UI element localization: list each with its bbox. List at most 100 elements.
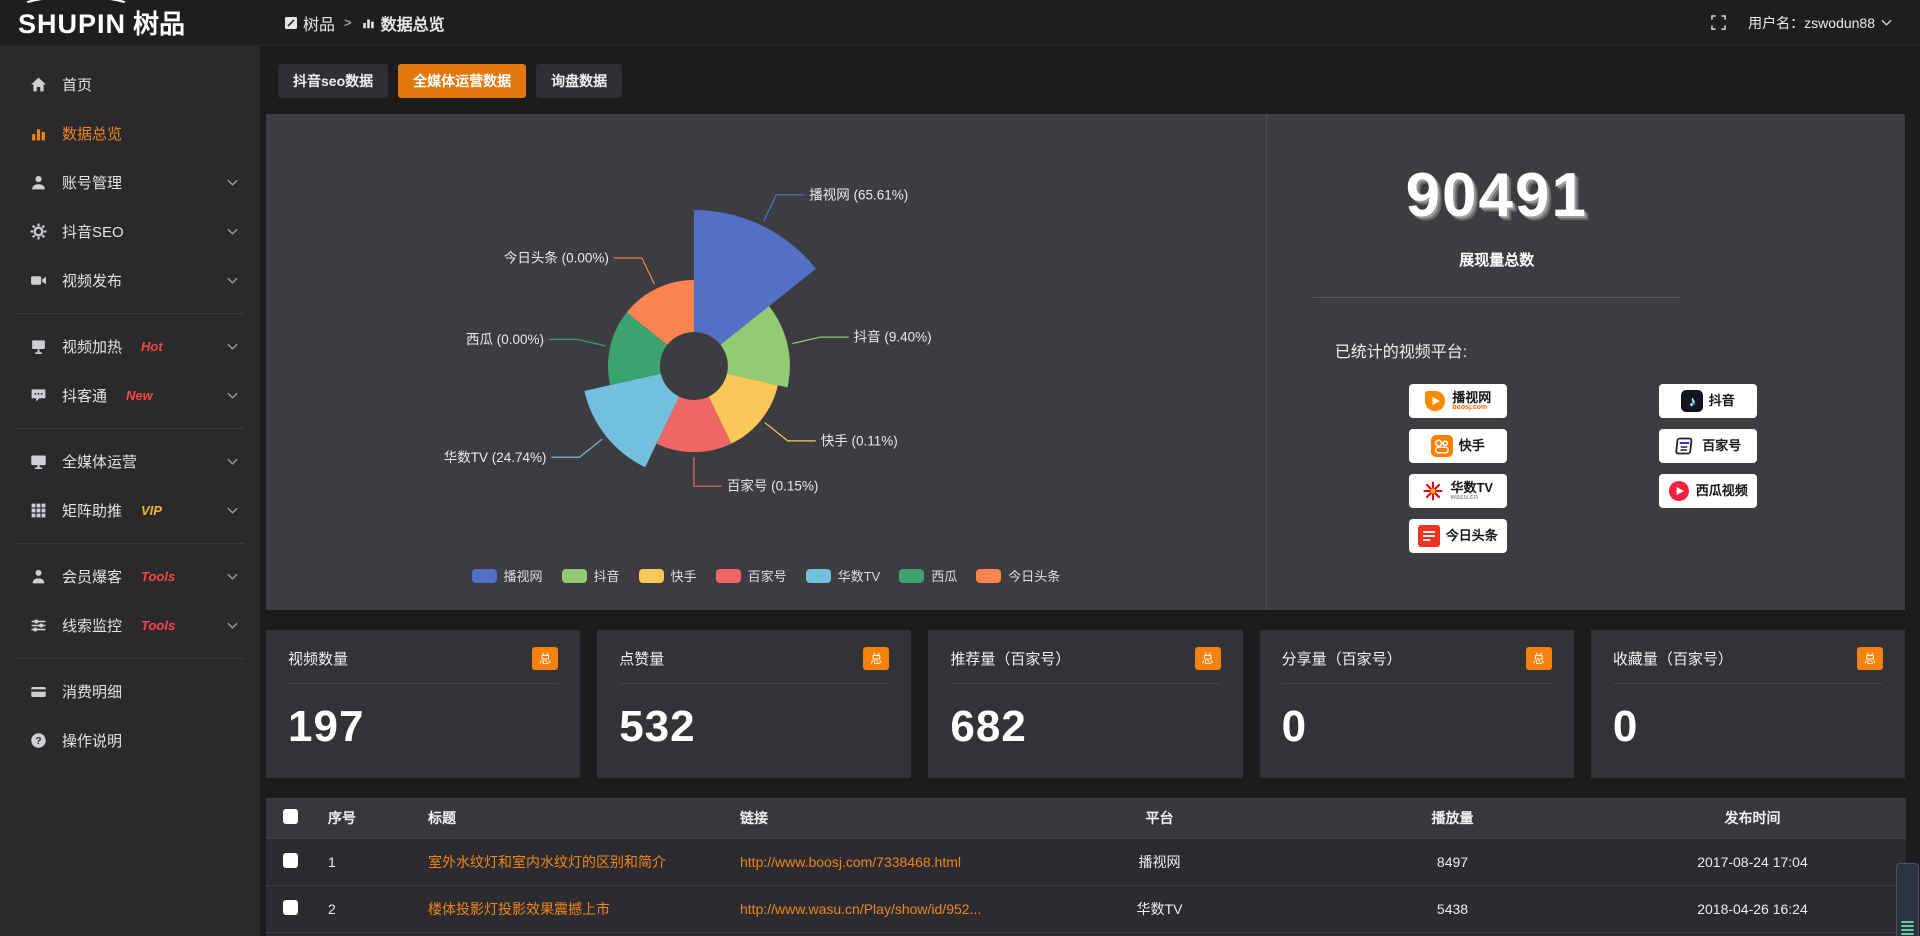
sidebar-item[interactable]: 全媒体运营 xyxy=(0,437,260,486)
sidebar-item[interactable]: 抖音SEO xyxy=(0,207,260,256)
platform-column-left: 播视网 boosj.com 快手 华数TV wasu.cn 今日头条 xyxy=(1408,384,1507,553)
data-tabs: 抖音seo数据 全媒体运营数据 询盘数据 xyxy=(278,64,1905,98)
floating-service-widget[interactable] xyxy=(1896,863,1919,936)
chat-icon xyxy=(30,387,47,404)
stat-card-value: 532 xyxy=(619,702,696,751)
video-title-link[interactable]: 室外水纹灯和室内水纹灯的区别和简介 xyxy=(428,853,666,870)
sidebar-item[interactable]: 消费明细 xyxy=(0,667,260,716)
sidebar-item-label: 首页 xyxy=(62,77,93,94)
legend-label: 今日头条 xyxy=(1008,569,1061,584)
stat-card: 视频数量 总 197 xyxy=(266,630,581,778)
stat-card: 分享量（百家号） 总 0 xyxy=(1259,630,1574,778)
legend-item[interactable]: 今日头条 xyxy=(976,566,1060,585)
legend-item[interactable]: 快手 xyxy=(638,566,697,585)
video-camera-icon xyxy=(30,272,47,289)
person-icon xyxy=(30,568,47,585)
pie-label: 华数TV (24.74%) xyxy=(444,450,547,465)
sidebar-item[interactable]: 线索监控 Tools xyxy=(0,601,260,650)
stat-card: 推荐量（百家号） 总 682 xyxy=(928,630,1243,778)
legend-item[interactable]: 播视网 xyxy=(471,566,543,585)
platform-name: 西瓜视频 xyxy=(1695,483,1748,499)
douyin-logo: ♪ ♪ xyxy=(1680,390,1703,412)
legend-item[interactable]: 抖音 xyxy=(561,566,620,585)
fullscreen-icon[interactable] xyxy=(1711,15,1726,30)
chevron-down-icon xyxy=(227,343,238,351)
cell-published xyxy=(1599,931,1906,936)
legend-item[interactable]: 百家号 xyxy=(715,566,787,585)
table-row: 2 楼体投影灯投影效果震撼上市 http://www.wasu.cn/Play/sh… xyxy=(266,884,1906,932)
breadcrumb-label: 数据总览 xyxy=(380,16,445,34)
chevron-down-icon xyxy=(227,228,238,236)
pie-slice[interactable] xyxy=(584,373,680,468)
cell-published: 2018-04-26 16:24 xyxy=(1599,884,1906,932)
sidebar-item-badge: New xyxy=(126,388,153,403)
pie-slice[interactable] xyxy=(693,210,816,345)
legend-item[interactable]: 华数TV xyxy=(805,566,880,585)
sidebar-item-badge: Tools xyxy=(141,569,176,584)
sidebar-item[interactable]: 抖客通 New xyxy=(0,371,260,420)
user-icon xyxy=(30,174,47,191)
table-header: 播放量 xyxy=(1306,798,1599,838)
svg-text:♪: ♪ xyxy=(1689,394,1696,410)
boosj-logo xyxy=(1424,390,1446,412)
tab-inactive[interactable]: 询盘数据 xyxy=(536,64,623,98)
stat-card-title: 分享量（百家号） xyxy=(1281,651,1402,668)
sidebar-item[interactable]: ? 操作说明 xyxy=(0,716,260,765)
kuaishou-logo xyxy=(1430,435,1453,457)
pie-label: 快手 (0.11%) xyxy=(821,433,898,448)
sidebar-divider xyxy=(16,428,244,429)
tab-inactive[interactable]: 抖音seo数据 xyxy=(278,64,389,98)
video-title-link[interactable]: 楼体投影灯投影效果震撼上市 xyxy=(428,900,610,917)
table-row xyxy=(266,931,1906,936)
sidebar-item[interactable]: 数据总览 xyxy=(0,109,260,158)
gear-icon xyxy=(30,223,47,240)
platform-share-rose-chart: 播视网 (65.61%) 抖音 (9.40%) 快手 (0.11%) 百家号 (0.1… xyxy=(444,187,932,493)
pie-slice[interactable] xyxy=(626,280,694,345)
chevron-down-icon xyxy=(227,392,238,400)
video-url-link[interactable]: http://www.wasu.cn/Play/show/id/952... xyxy=(740,900,982,917)
total-badge: 总 xyxy=(1857,647,1884,670)
sidebar-item-label: 会员爆客 xyxy=(62,569,123,586)
pie-slice[interactable] xyxy=(656,396,732,453)
pie-slice[interactable] xyxy=(607,312,668,386)
legend-label: 播视网 xyxy=(503,569,543,584)
breadcrumb-item-home[interactable]: 树品 xyxy=(284,11,335,35)
pie-slice[interactable] xyxy=(708,373,778,444)
top-header: SHUPIN 树品 树品 > 数据总览 用户名：zswodun88 xyxy=(0,0,1920,46)
pie-chart-section: 播视网 (65.61%) 抖音 (9.40%) 快手 (0.11%) 百家号 (0.1… xyxy=(266,114,1266,610)
baijiahao-logo xyxy=(1674,435,1696,457)
pie-slice[interactable] xyxy=(720,306,790,388)
sidebar-divider xyxy=(16,313,244,314)
legend-swatch xyxy=(638,568,664,583)
chevron-down-icon xyxy=(227,179,238,187)
user-menu[interactable]: 用户名：zswodun88 xyxy=(1748,13,1892,33)
platform-column-right: ♪ ♪ 抖音 百家号 西瓜视频 xyxy=(1658,384,1757,508)
video-url-link[interactable]: http://www.boosj.com/7338468.html xyxy=(740,853,962,870)
table-header: 发布时间 xyxy=(1599,798,1906,838)
legend-item[interactable]: 西瓜 xyxy=(899,566,957,585)
videos-table-wrap: 序号 标题 链接 平台 播放量 发布时间 1 室外水纹灯和室内水纹灯的区别和简介 http:/… xyxy=(266,798,1906,936)
sidebar-item[interactable]: 矩阵助推 VIP xyxy=(0,486,260,535)
chart-legend: 播视网 抖音 快手 百家号 华数TV 西瓜 今日头条 xyxy=(266,566,1266,585)
sidebar-divider xyxy=(16,658,244,659)
row-checkbox[interactable] xyxy=(282,852,298,868)
select-all-checkbox[interactable] xyxy=(282,808,298,824)
sidebar-item[interactable]: 首页 xyxy=(0,60,260,109)
total-badge: 总 xyxy=(863,647,890,670)
sidebar-item[interactable]: 账号管理 xyxy=(0,158,260,207)
sidebar-item-badge: VIP xyxy=(141,503,162,518)
sidebar-item[interactable]: 会员爆客 Tools xyxy=(0,552,260,601)
cell-published: 2017-08-24 17:04 xyxy=(1599,837,1906,885)
row-checkbox[interactable] xyxy=(282,899,298,915)
breadcrumb-item-current[interactable]: 数据总览 xyxy=(361,11,445,35)
tab-active[interactable]: 全媒体运营数据 xyxy=(398,64,527,98)
platform-badge: 快手 xyxy=(1408,429,1507,463)
legend-swatch xyxy=(471,568,497,583)
platform-name: 抖音 xyxy=(1708,393,1735,409)
sidebar-item[interactable]: 视频加热 Hot xyxy=(0,322,260,371)
chevron-down-icon xyxy=(227,573,238,581)
grid-icon xyxy=(30,502,47,519)
sidebar-item[interactable]: 视频发布 xyxy=(0,256,260,305)
header-right: 用户名：zswodun88 xyxy=(1711,13,1920,33)
cell-index xyxy=(314,931,414,936)
